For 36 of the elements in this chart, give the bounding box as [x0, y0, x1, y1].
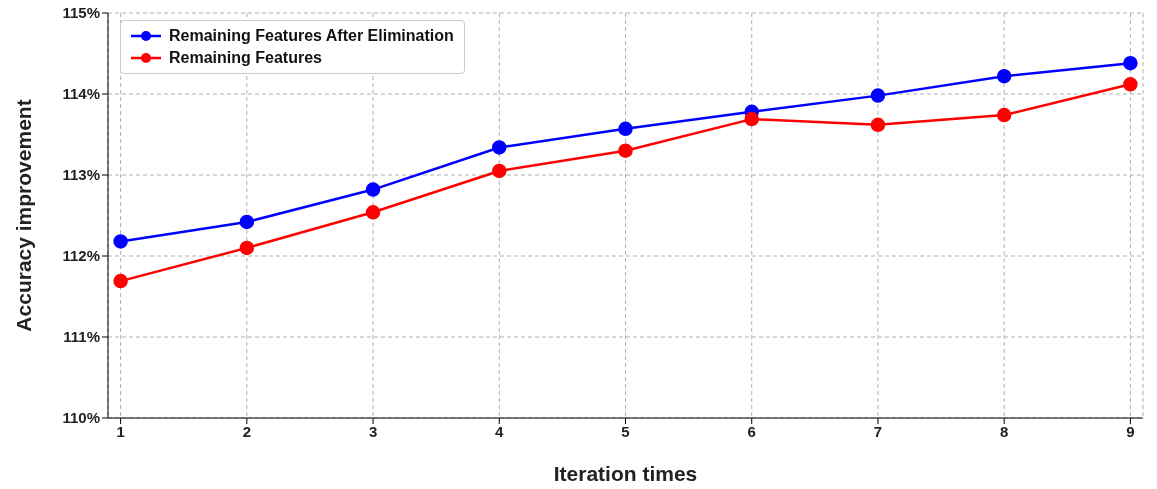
y-axis-title: Accuracy improvement: [12, 99, 36, 332]
point: [365, 182, 381, 197]
point: [239, 240, 255, 256]
x-axis-title: Iteration times: [553, 461, 698, 485]
point: [870, 117, 886, 133]
point: [239, 214, 255, 230]
point: [618, 121, 633, 137]
y-tick-label: 114%: [62, 85, 100, 103]
point: [113, 273, 128, 289]
point: [1123, 55, 1138, 71]
x-tick-label: 1: [116, 422, 125, 440]
point: [618, 143, 633, 158]
legend-label: Remaining Features: [169, 48, 322, 68]
x-tick-label: 3: [368, 422, 378, 440]
x-tick-label: 2: [242, 422, 252, 440]
point: [744, 111, 759, 127]
y-tick-label: 113%: [62, 166, 100, 184]
point: [365, 205, 381, 220]
y-tick-label: 112%: [62, 247, 100, 265]
point: [996, 68, 1012, 84]
x-tick-label: 8: [999, 422, 1009, 440]
point: [1123, 77, 1138, 92]
point: [113, 234, 128, 249]
point: [870, 88, 886, 103]
x-tick-label: 9: [1126, 422, 1135, 440]
point: [492, 163, 507, 179]
x-tick-label: 4: [495, 422, 505, 440]
point: [492, 140, 507, 155]
y-tick-label: 115%: [62, 4, 100, 22]
x-tick-label: 6: [747, 422, 756, 440]
y-tick-label: 111%: [63, 328, 100, 346]
y-tick-label: 110%: [62, 409, 100, 427]
point: [996, 107, 1012, 123]
x-tick-label: 7: [873, 422, 883, 440]
x-tick-label: 5: [621, 422, 630, 440]
legend-label: Remaining Features After Elimination: [169, 26, 454, 46]
